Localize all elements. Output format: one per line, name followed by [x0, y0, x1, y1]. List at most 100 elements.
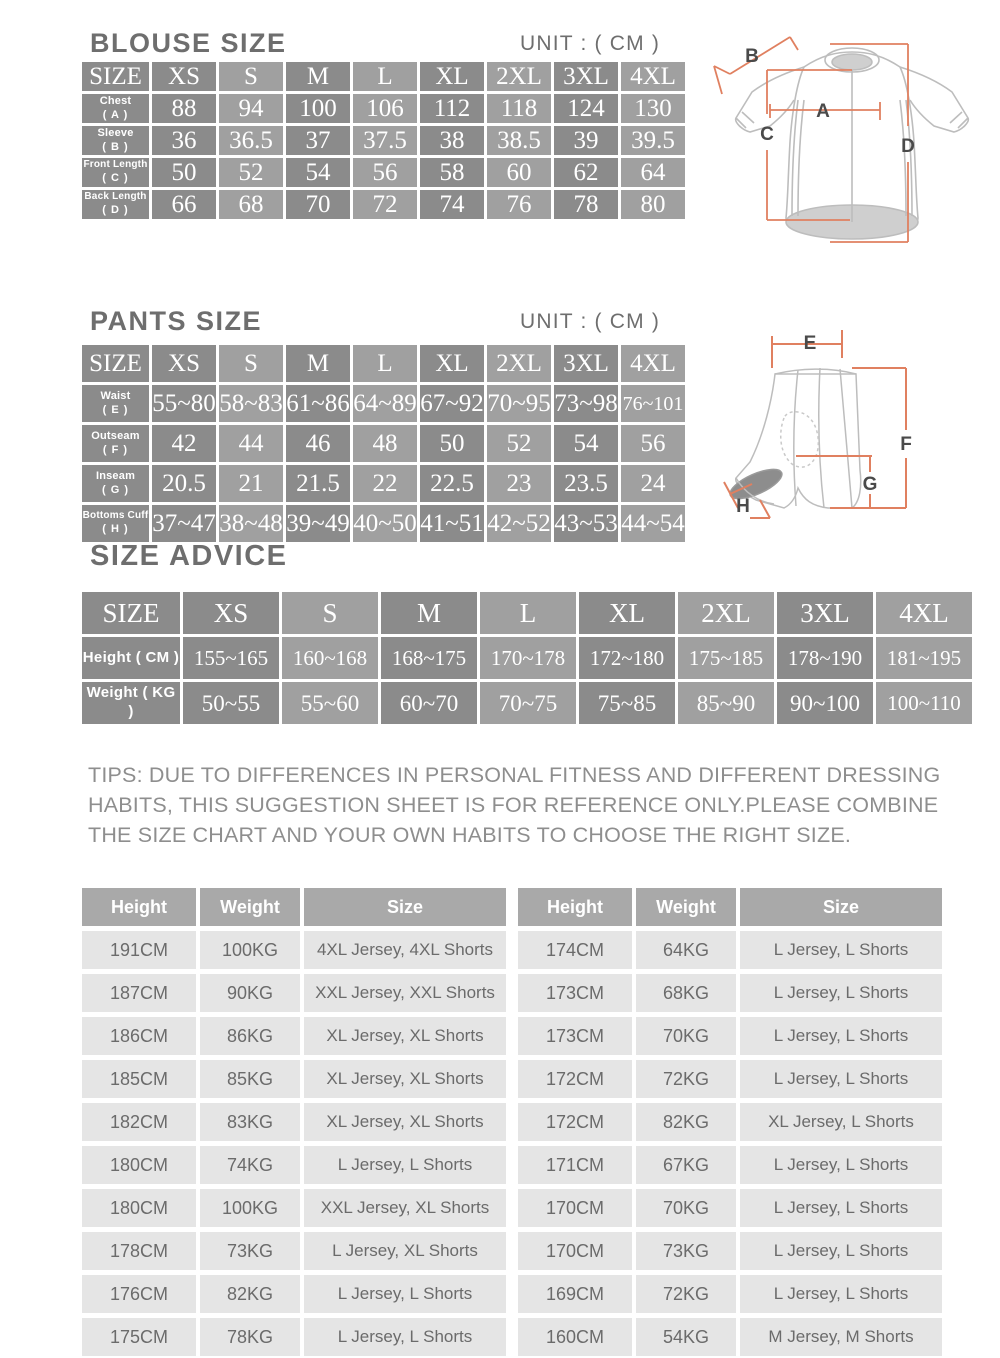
reference_right-cell-height: 170CM [518, 1232, 632, 1270]
reference_left-cell-size: XXL Jersey, XXL Shorts [304, 974, 506, 1012]
reference_right-cell-weight: 82KG [636, 1103, 736, 1141]
advice-header-size-l: L [480, 592, 576, 634]
reference_left-cell-size: L Jersey, L Shorts [304, 1275, 506, 1313]
pants-row: Inseam( G ) 20.5 21 21.5 22 22.5 23 23.5 24 [82, 465, 685, 502]
pants-row: Outseam( F ) 42 44 46 48 50 52 54 56 [82, 425, 685, 462]
reference_right-cell-weight: 68KG [636, 974, 736, 1012]
reference_left-cell-height: 187CM [82, 974, 196, 1012]
advice-cell: 178~190 [777, 637, 873, 679]
pants-cell: 43~53 [554, 505, 618, 542]
blouse-header-size-xs: XS [152, 62, 216, 91]
advice-cell: 155~165 [183, 637, 279, 679]
blouse-cell: 37.5 [353, 126, 417, 155]
table-row: 172CM 82KG XL Jersey, L Shorts [518, 1103, 942, 1141]
blouse-cell: 118 [487, 94, 551, 123]
blouse-cell: 50 [152, 158, 216, 187]
reference_right-cell-height: 170CM [518, 1189, 632, 1227]
tips-line-3: THE SIZE CHART AND YOUR OWN HABITS TO CH… [88, 823, 852, 847]
pants-header-size-xl: XL [420, 345, 484, 382]
blouse-row-label: Front Length( C ) [82, 158, 149, 187]
reference_right-header-row: Height Weight Size [518, 888, 942, 926]
blouse-size-table: SIZE XS S M L XL 2XL 3XL 4XL Chest( A ) 88 94 100 106… [82, 62, 685, 219]
reference_right-cell-size: L Jersey, L Shorts [740, 1189, 942, 1227]
reference_left-cell-size: L Jersey, XL Shorts [304, 1232, 506, 1270]
reference_right-cell-weight: 64KG [636, 931, 736, 969]
blouse-cell: 39 [554, 126, 618, 155]
pants-cell: 70~95 [487, 385, 551, 422]
reference_left-cell-size: XL Jersey, XL Shorts [304, 1060, 506, 1098]
pants-cell: 46 [286, 425, 350, 462]
reference_left-cell-height: 180CM [82, 1189, 196, 1227]
reference_left-cell-weight: 86KG [200, 1017, 300, 1055]
table-row: 187CM 90KG XXL Jersey, XXL Shorts [82, 974, 506, 1012]
pants-cell: 61~86 [286, 385, 350, 422]
pants-cell: 58~83 [219, 385, 283, 422]
reference_right-cell-weight: 67KG [636, 1146, 736, 1184]
reference_right-cell-weight: 72KG [636, 1060, 736, 1098]
shorts-marker-f: F [900, 434, 912, 455]
advice-header-size-xl: XL [579, 592, 675, 634]
blouse-cell: 70 [286, 190, 350, 219]
pants-header-size-s: S [219, 345, 283, 382]
advice-row: Weight ( KG ) 50~55 55~60 60~70 70~75 75~85 85… [82, 682, 972, 724]
advice-cell: 160~168 [282, 637, 378, 679]
reference_left-cell-weight: 100KG [200, 1189, 300, 1227]
reference_left-cell-weight: 85KG [200, 1060, 300, 1098]
table-row: 186CM 86KG XL Jersey, XL Shorts [82, 1017, 506, 1055]
advice-cell: 70~75 [480, 682, 576, 724]
pants-row-label: Bottoms Cuff( H ) [82, 505, 149, 542]
jersey-diagram: A B C D [712, 22, 992, 277]
blouse-cell: 106 [353, 94, 417, 123]
advice-cell: 90~100 [777, 682, 873, 724]
advice-header-row: SIZE XS S M L XL 2XL 3XL 4XL [82, 592, 972, 634]
advice-row-label: Height ( CM ) [82, 637, 180, 679]
pants-cell: 21.5 [286, 465, 350, 502]
table-row: 178CM 73KG L Jersey, XL Shorts [82, 1232, 506, 1270]
reference_right-header-height: Height [518, 888, 632, 926]
blouse-cell: 60 [487, 158, 551, 187]
pants-row-label: Inseam( G ) [82, 465, 149, 502]
table-row: 176CM 82KG L Jersey, L Shorts [82, 1275, 506, 1313]
reference_left-cell-size: XL Jersey, XL Shorts [304, 1017, 506, 1055]
reference_right-cell-weight: 70KG [636, 1017, 736, 1055]
blouse-row-label: Chest( A ) [82, 94, 149, 123]
reference_right-cell-size: L Jersey, L Shorts [740, 1232, 942, 1270]
blouse-header-size-3xl: 3XL [554, 62, 618, 91]
blouse-cell: 80 [621, 190, 685, 219]
reference_left-cell-weight: 90KG [200, 974, 300, 1012]
reference_right-cell-size: M Jersey, M Shorts [740, 1318, 942, 1356]
reference_left-cell-size: L Jersey, L Shorts [304, 1146, 506, 1184]
pants-cell: 42 [152, 425, 216, 462]
pants-cell: 64~89 [353, 385, 417, 422]
reference_right-cell-weight: 70KG [636, 1189, 736, 1227]
tips-line-2: HABITS, THIS SUGGESTION SHEET IS FOR REF… [88, 793, 939, 817]
pants-cell: 24 [621, 465, 685, 502]
blouse-row-label: Back Length( D ) [82, 190, 149, 219]
table-row: 174CM 64KG L Jersey, L Shorts [518, 931, 942, 969]
reference_left-cell-height: 191CM [82, 931, 196, 969]
reference_left-cell-size: XL Jersey, XL Shorts [304, 1103, 506, 1141]
blouse-cell: 100 [286, 94, 350, 123]
reference_left-header-row: Height Weight Size [82, 888, 506, 926]
pants-cell: 56 [621, 425, 685, 462]
reference_left-cell-size: XXL Jersey, XL Shorts [304, 1189, 506, 1227]
pants-header-size-l: L [353, 345, 417, 382]
pants-cell: 67~92 [420, 385, 484, 422]
blouse-row: Chest( A ) 88 94 100 106 112 118 124 130 [82, 94, 685, 123]
blouse-cell: 62 [554, 158, 618, 187]
reference_left-cell-weight: 73KG [200, 1232, 300, 1270]
reference_right-cell-size: L Jersey, L Shorts [740, 974, 942, 1012]
reference_right-cell-size: L Jersey, L Shorts [740, 931, 942, 969]
reference_left-cell-weight: 83KG [200, 1103, 300, 1141]
reference_right-cell-weight: 73KG [636, 1232, 736, 1270]
advice-header-size-m: M [381, 592, 477, 634]
size-advice-title: SIZE ADVICE [90, 540, 288, 572]
pants-size-title: PANTS SIZE [90, 306, 263, 336]
blouse-cell: 36.5 [219, 126, 283, 155]
blouse-cell: 124 [554, 94, 618, 123]
jersey-marker-c: C [760, 124, 774, 145]
blouse-cell: 38.5 [487, 126, 551, 155]
pants-cell: 23 [487, 465, 551, 502]
reference_right-cell-height: 171CM [518, 1146, 632, 1184]
advice-header-size-s: S [282, 592, 378, 634]
